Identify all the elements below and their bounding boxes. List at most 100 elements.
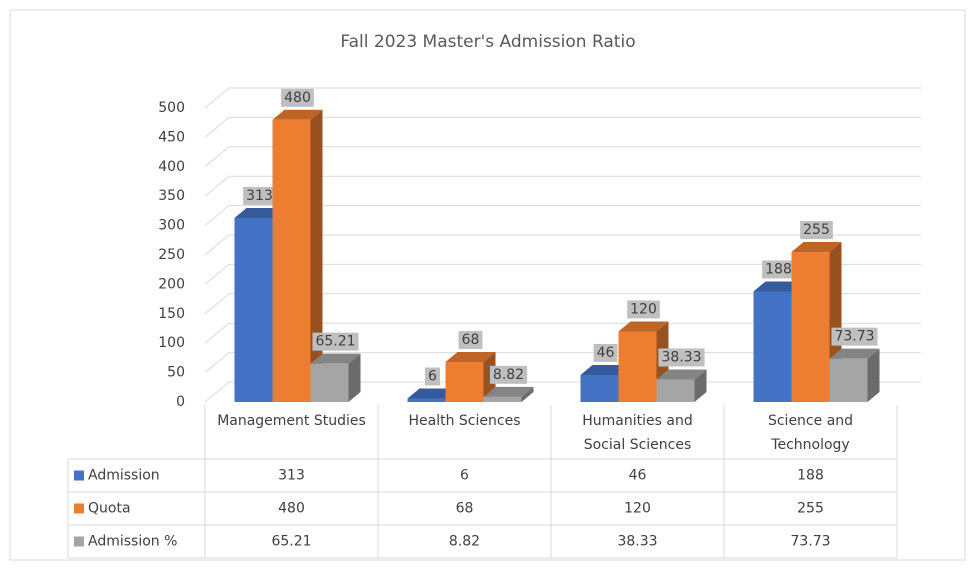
y-tick-label: 100 xyxy=(158,335,185,351)
data-label: 65.21 xyxy=(315,334,355,350)
y-tick-label: 150 xyxy=(158,306,185,322)
legend-label: Admission xyxy=(88,468,160,484)
data-label-bg xyxy=(489,365,528,384)
bar-top xyxy=(272,109,323,120)
y-tick-label: 450 xyxy=(158,129,185,145)
bar-side xyxy=(348,353,361,402)
bar-top xyxy=(753,281,804,292)
bar-top xyxy=(618,321,669,332)
y-tick-label: 350 xyxy=(158,188,185,204)
data-label: 313 xyxy=(246,188,273,204)
data-label-bg xyxy=(593,343,618,362)
table-cell: 480 xyxy=(278,501,305,517)
grid-line xyxy=(204,116,921,138)
bar-top xyxy=(791,242,842,253)
bar-front xyxy=(618,331,657,402)
table-cell: 8.82 xyxy=(449,534,480,550)
x-tick-label: Management Studies xyxy=(217,413,366,429)
grid-line xyxy=(204,175,921,197)
table-cell: 38.33 xyxy=(617,534,657,550)
data-label-bg xyxy=(312,332,359,351)
bar-front xyxy=(829,358,868,402)
data-label-bg xyxy=(658,348,705,367)
data-label-bg xyxy=(458,331,483,350)
data-label: 255 xyxy=(803,222,830,238)
y-tick-label: 300 xyxy=(158,218,185,234)
legend-swatch xyxy=(74,503,84,514)
bar-front xyxy=(483,396,522,402)
bar-side xyxy=(310,109,323,402)
bar-front xyxy=(445,362,484,402)
bar-front xyxy=(234,217,273,402)
bar-side xyxy=(694,369,707,402)
data-label-bg xyxy=(831,327,878,346)
bar-top xyxy=(407,388,458,399)
bar-top xyxy=(580,364,631,375)
bar-front xyxy=(272,119,311,402)
y-tick-label: 200 xyxy=(158,276,185,292)
data-label: 73.73 xyxy=(834,329,874,345)
y-tick-label: 500 xyxy=(158,100,185,116)
data-label-bg xyxy=(800,221,833,240)
legend-label: Admission % xyxy=(88,534,177,550)
data-label: 46 xyxy=(597,345,615,361)
bar-top xyxy=(483,386,534,397)
bar-side xyxy=(521,386,534,402)
bar-top xyxy=(656,369,707,380)
bar-top xyxy=(445,352,496,363)
bar xyxy=(483,386,534,402)
data-label-bg xyxy=(627,300,660,319)
bar-front xyxy=(407,398,446,402)
grid-line xyxy=(204,146,921,168)
y-tick-label: 0 xyxy=(176,394,185,410)
grid-line xyxy=(204,322,921,344)
table-cell: 73.73 xyxy=(790,534,830,550)
data-label-bg xyxy=(425,367,440,386)
data-label: 188 xyxy=(765,261,792,277)
x-tick-label: Humanities and Social Sciences xyxy=(582,413,692,453)
legend-swatch xyxy=(74,470,84,481)
data-label: 68 xyxy=(462,332,480,348)
bar xyxy=(829,348,880,402)
table-cell: 68 xyxy=(456,501,474,517)
table-cell: 6 xyxy=(460,468,469,484)
bar-front xyxy=(310,363,349,402)
y-tick-label: 400 xyxy=(158,159,185,175)
table-cell: 46 xyxy=(629,468,647,484)
data-label: 480 xyxy=(284,90,311,106)
table-cell: 188 xyxy=(797,468,824,484)
table-cell: 313 xyxy=(278,468,305,484)
grid-line xyxy=(204,263,921,285)
grid-line xyxy=(204,293,921,315)
bar-front xyxy=(753,291,792,402)
bar xyxy=(656,369,707,402)
data-label: 6 xyxy=(428,368,437,384)
data-label: 8.82 xyxy=(493,367,524,383)
bar xyxy=(310,353,361,402)
data-label: 120 xyxy=(630,301,657,317)
grid-line xyxy=(204,87,921,109)
bar-front xyxy=(791,252,830,402)
bar xyxy=(272,109,323,402)
bar-front xyxy=(656,379,695,402)
bar-front xyxy=(580,374,619,402)
table-cell: 255 xyxy=(797,501,824,517)
data-label-bg xyxy=(762,260,795,279)
bar-side xyxy=(867,348,880,402)
bar-top xyxy=(829,348,880,359)
grid-line xyxy=(204,234,921,256)
bar-top xyxy=(310,353,361,364)
bar-top xyxy=(234,207,285,218)
chart-title: Fall 2023 Master's Admission Ratio xyxy=(340,32,635,52)
y-tick-label: 250 xyxy=(158,247,185,263)
x-tick-label: Science and Technology xyxy=(768,413,853,453)
grid-line xyxy=(204,205,921,226)
data-label-bg xyxy=(243,186,276,205)
legend-swatch xyxy=(74,536,84,547)
table-cell: 65.21 xyxy=(271,534,311,550)
y-tick-label: 50 xyxy=(167,365,185,381)
table-cell: 120 xyxy=(624,501,651,517)
data-label-bg xyxy=(281,88,314,107)
data-label: 38.33 xyxy=(661,349,701,365)
